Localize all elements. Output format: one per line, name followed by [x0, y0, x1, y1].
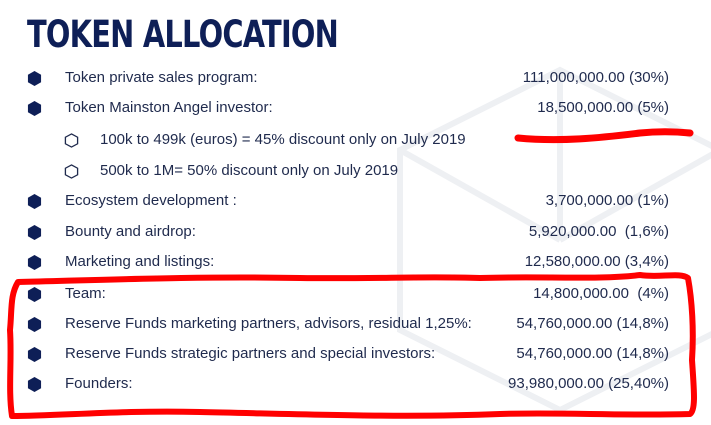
hexagon-outline-icon [64, 133, 79, 148]
allocation-row: Token private sales program: 111,000,000… [0, 66, 711, 90]
hexagon-filled-icon [27, 255, 42, 270]
allocation-value: 54,760,000.00 (14,8%) [516, 345, 669, 362]
allocation-value: 3,700,000.00 (1%) [545, 192, 669, 209]
allocation-value: 18,500,000.00 (5%) [537, 99, 669, 116]
hexagon-filled-icon [27, 347, 42, 362]
hexagon-filled-icon [27, 194, 42, 209]
hexagon-filled-icon [27, 287, 42, 302]
allocation-label: Ecosystem development : [65, 192, 237, 209]
hexagon-filled-icon [27, 101, 42, 116]
hexagon-filled-icon [27, 225, 42, 240]
allocation-sub-label: 500k to 1M= 50% discount only on July 20… [100, 162, 399, 179]
allocation-value: 54,760,000.00 (14,8%) [516, 315, 669, 332]
allocation-value: 111,000,000.00 (30%) [522, 69, 669, 86]
hexagon-filled-icon [27, 71, 42, 86]
allocation-sub-label: 100k to 499k (euros) = 45% discount only… [100, 131, 466, 148]
page-title: TOKEN ALLOCATION [27, 13, 339, 56]
allocation-row: Bounty and airdrop: 5,920,000.00 (1,6%) [0, 220, 711, 244]
allocation-value: 93,980,000.00 (25,40%) [508, 375, 669, 392]
allocation-value: 5,920,000.00 (1,6%) [528, 223, 669, 240]
allocation-value: 12,580,000.00 (3,4%) [524, 253, 669, 270]
allocation-row: Ecosystem development : 3,700,000.00 (1%… [0, 189, 711, 213]
allocation-label: Team: [65, 285, 106, 302]
allocation-label: Bounty and airdrop: [65, 223, 196, 240]
hexagon-outline-icon [64, 164, 79, 179]
allocation-subrow: 500k to 1M= 50% discount only on July 20… [0, 159, 711, 183]
allocation-label: Marketing and listings: [65, 253, 215, 270]
allocation-label: Reserve Funds strategic partners and spe… [65, 345, 436, 362]
allocation-label: Token Mainston Angel investor: [65, 99, 273, 116]
hexagon-filled-icon [27, 317, 42, 332]
allocation-label: Token private sales program: [65, 69, 258, 86]
hexagon-filled-icon [27, 377, 42, 392]
allocation-row: Founders: 93,980,000.00 (25,40%) [0, 372, 711, 396]
allocation-row: Token Mainston Angel investor: 18,500,00… [0, 96, 711, 120]
allocation-row: Team: 14,800,000.00 (4%) [0, 282, 711, 306]
allocation-subrow: 100k to 499k (euros) = 45% discount only… [0, 128, 711, 152]
allocation-row: Marketing and listings: 12,580,000.00 (3… [0, 250, 711, 274]
allocation-value: 14,800,000.00 (4%) [533, 285, 669, 302]
allocation-label: Reserve Funds marketing partners, adviso… [65, 315, 472, 332]
allocation-row: Reserve Funds strategic partners and spe… [0, 342, 711, 366]
allocation-row: Reserve Funds marketing partners, adviso… [0, 312, 711, 336]
allocation-label: Founders: [65, 375, 133, 392]
